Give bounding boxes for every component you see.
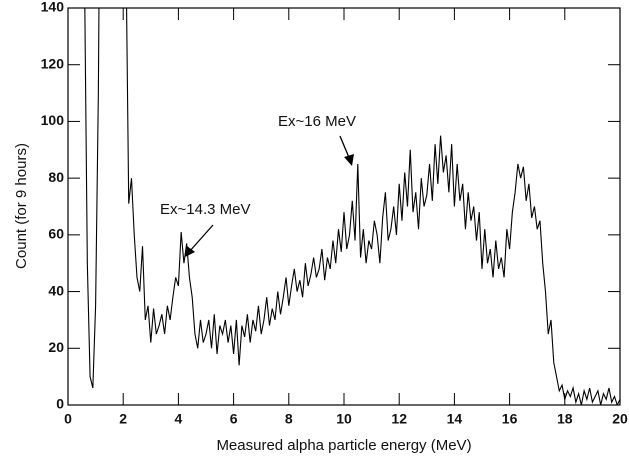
y-tick-label: 120	[41, 55, 65, 71]
x-tick-label: 6	[230, 411, 238, 427]
x-tick-label: 4	[175, 411, 183, 427]
y-tick-label: 40	[48, 282, 64, 298]
x-tick-label: 0	[64, 411, 72, 427]
x-tick-label: 12	[391, 411, 407, 427]
y-tick-label: 60	[48, 226, 64, 242]
x-tick-label: 18	[557, 411, 573, 427]
x-tick-label: 16	[502, 411, 518, 427]
x-tick-label: 10	[336, 411, 352, 427]
annotation: Ex~14.3 MeV	[160, 201, 250, 218]
y-tick-label: 0	[56, 396, 64, 412]
y-tick-label: 100	[41, 112, 65, 128]
plot-frame	[67, 7, 621, 406]
annotation: Ex~16 MeV	[278, 113, 356, 130]
x-tick-label: 8	[285, 411, 293, 427]
x-axis-label: Measured alpha particle energy (MeV)	[216, 437, 471, 454]
y-axis-label: Count (for 9 hours)	[13, 143, 30, 269]
y-tick-label: 80	[48, 169, 64, 185]
x-tick-label: 14	[447, 411, 463, 427]
data-line	[84, 8, 620, 405]
x-tick-label: 2	[119, 411, 127, 427]
x-tick-label: 20	[612, 411, 628, 427]
y-tick-label: 20	[48, 339, 64, 355]
arrow	[185, 135, 354, 257]
y-tick-label: 140	[41, 0, 65, 15]
